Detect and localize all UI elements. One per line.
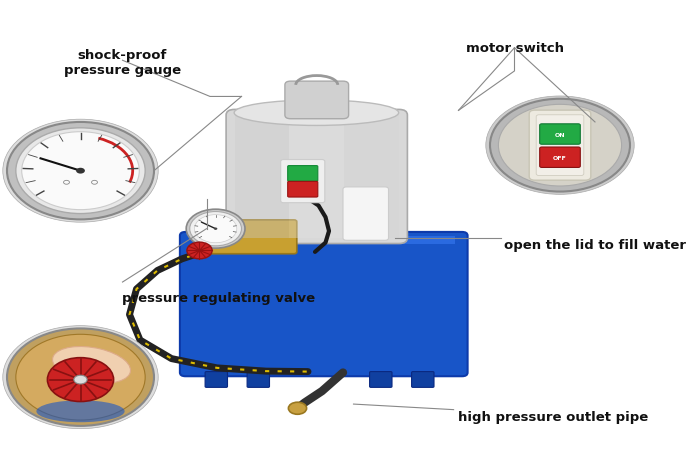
Text: pressure regulating valve: pressure regulating valve — [122, 292, 316, 305]
Circle shape — [22, 132, 139, 210]
Bar — [289, 116, 344, 238]
Circle shape — [3, 326, 158, 429]
FancyBboxPatch shape — [205, 372, 228, 388]
Bar — [193, 236, 455, 244]
Circle shape — [7, 329, 154, 426]
Circle shape — [195, 215, 237, 243]
Circle shape — [214, 228, 218, 231]
Circle shape — [490, 100, 630, 192]
Text: shock-proof
pressure gauge: shock-proof pressure gauge — [64, 49, 181, 76]
FancyBboxPatch shape — [226, 110, 407, 244]
FancyBboxPatch shape — [540, 125, 580, 145]
Circle shape — [3, 120, 158, 223]
Circle shape — [186, 210, 245, 249]
FancyBboxPatch shape — [197, 220, 297, 254]
Circle shape — [187, 243, 212, 259]
Circle shape — [7, 123, 154, 220]
Circle shape — [190, 212, 242, 246]
Circle shape — [76, 169, 85, 174]
Text: high pressure outlet pipe: high pressure outlet pipe — [458, 410, 649, 423]
FancyBboxPatch shape — [247, 372, 270, 388]
Ellipse shape — [52, 347, 130, 384]
Circle shape — [16, 335, 145, 420]
FancyBboxPatch shape — [180, 232, 468, 376]
FancyBboxPatch shape — [370, 372, 392, 388]
Text: ON: ON — [554, 132, 566, 137]
Text: motor switch: motor switch — [466, 42, 564, 55]
FancyBboxPatch shape — [540, 148, 580, 168]
Ellipse shape — [234, 101, 399, 126]
FancyBboxPatch shape — [281, 160, 325, 203]
Circle shape — [16, 129, 145, 214]
FancyBboxPatch shape — [288, 166, 318, 182]
Text: open the lid to fill water: open the lid to fill water — [504, 238, 686, 251]
FancyBboxPatch shape — [285, 82, 349, 119]
Circle shape — [498, 105, 622, 187]
FancyBboxPatch shape — [536, 115, 584, 176]
Circle shape — [74, 375, 87, 384]
FancyBboxPatch shape — [412, 372, 434, 388]
Bar — [344, 116, 399, 238]
Circle shape — [486, 97, 634, 195]
FancyBboxPatch shape — [343, 188, 389, 241]
Text: OFF: OFF — [553, 156, 567, 161]
FancyBboxPatch shape — [288, 182, 318, 198]
FancyBboxPatch shape — [529, 111, 591, 181]
Bar — [234, 116, 289, 238]
Circle shape — [48, 358, 113, 401]
Ellipse shape — [36, 400, 125, 422]
Circle shape — [288, 402, 307, 414]
